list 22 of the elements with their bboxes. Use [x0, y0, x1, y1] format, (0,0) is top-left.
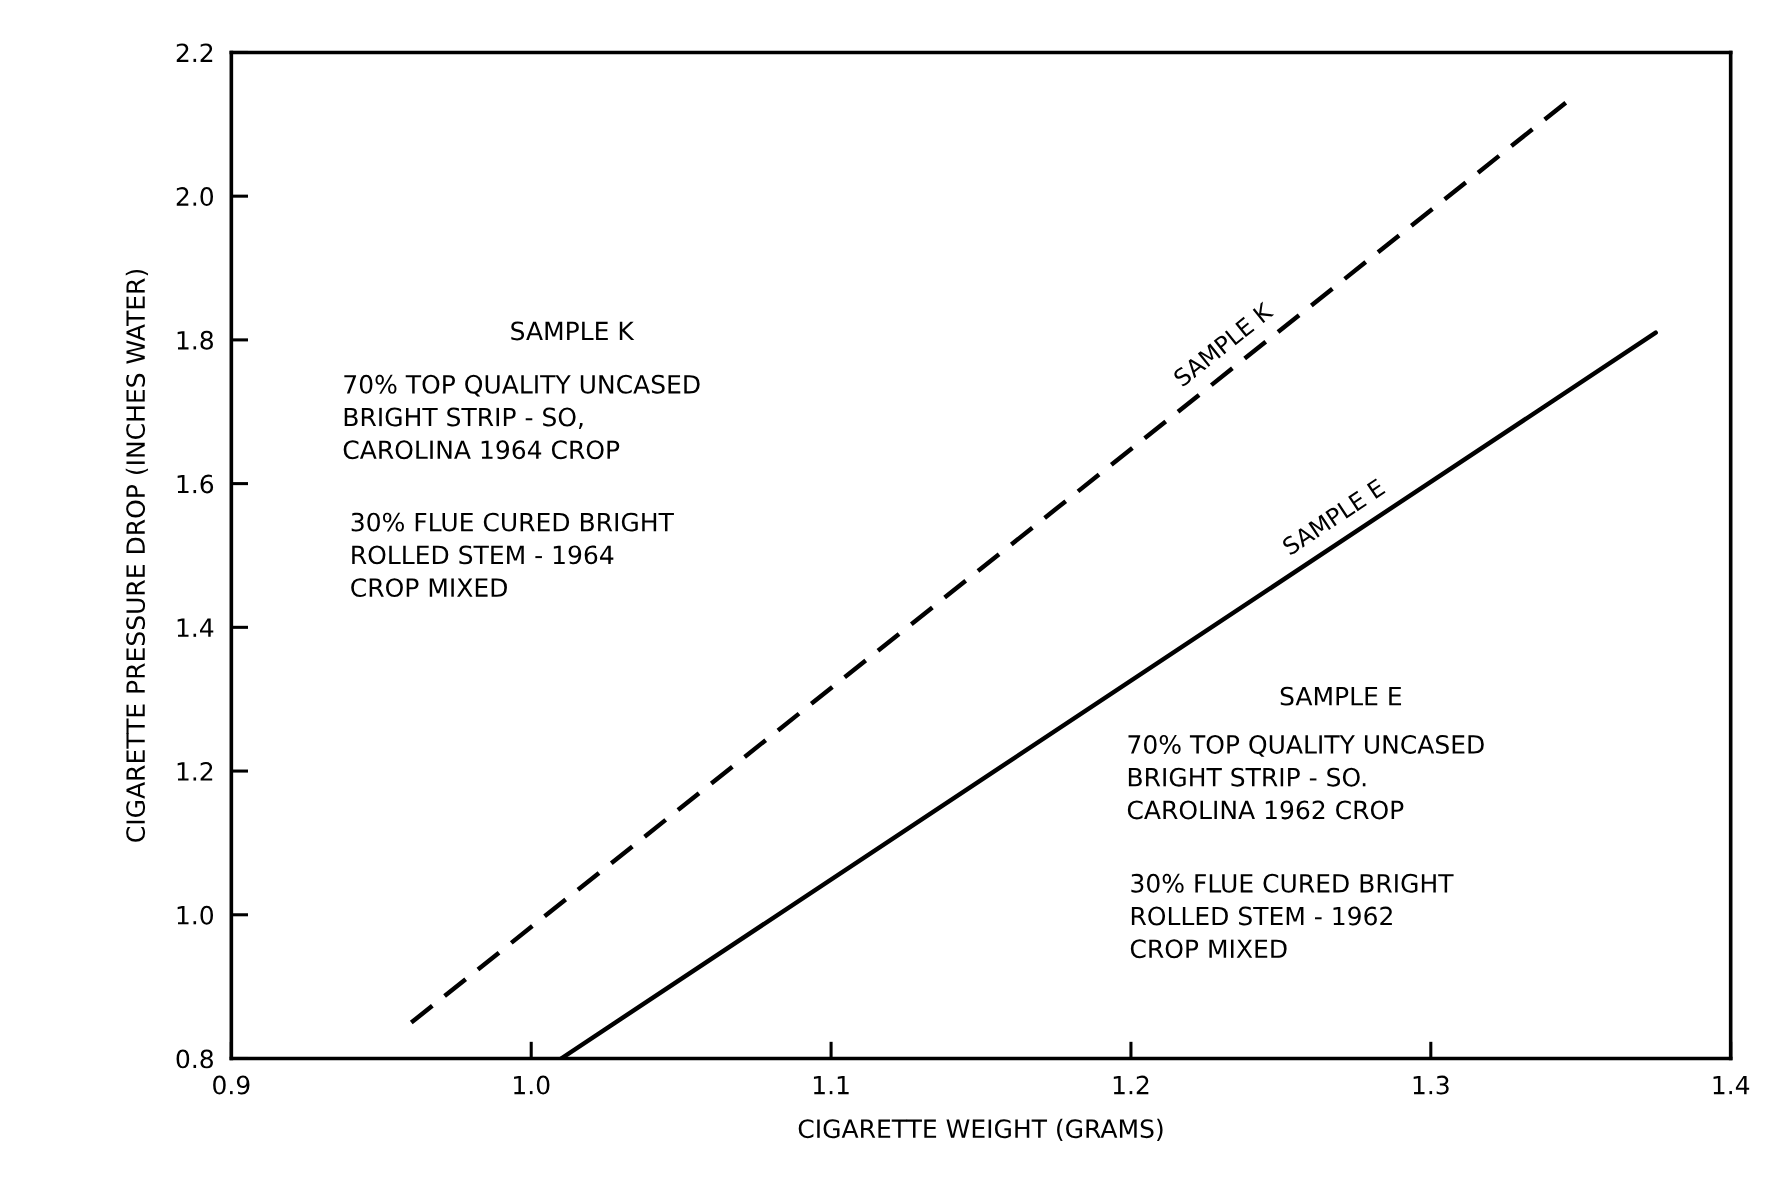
annotation: SAMPLE K	[511, 321, 635, 341]
y-tick-label: 1.2	[177, 762, 213, 781]
annotation: 70% TOP QUALITY UNCASED BRIGHT STRIP - SO, CAROLINA 1964 CROP	[343, 374, 700, 460]
y-tick-label: 2.0	[176, 187, 214, 207]
annotation: 30% FLUE CURED BRIGHT ROLLED STEM - 1962 CROP MIXED	[1130, 873, 1454, 959]
annotation: SAMPLE E	[1280, 686, 1402, 706]
annotation: 70% TOP QUALITY UNCASED BRIGHT STRIP - SO. CAROLINA 1962 CROP	[1127, 734, 1484, 820]
x-tick-label: 1.4	[1713, 1075, 1750, 1095]
x-tick-label: 1.3	[1413, 1075, 1449, 1095]
y-tick-label: 1.4	[177, 618, 214, 637]
y-tick-label: 0.8	[176, 1049, 213, 1069]
annotation: 30% FLUE CURED BRIGHT ROLLED STEM - 1964 CROP MIXED	[351, 512, 674, 598]
x-axis-title: CIGARETTE WEIGHT (GRAMS)	[798, 1118, 1163, 1142]
x-tick-label: 0.9	[213, 1075, 250, 1095]
y-tick-label: 2.2	[176, 43, 213, 62]
x-tick-label: 1.1	[813, 1075, 849, 1095]
y-tick-label: 1.0	[177, 905, 214, 925]
x-tick-label: 1.0	[514, 1075, 550, 1095]
y-axis-title: CIGARETTE PRESSURE DROP (INCHES WATER)	[125, 269, 149, 842]
y-tick-label: 1.8	[177, 330, 213, 350]
x-tick-label: 1.2	[1113, 1075, 1149, 1095]
y-tick-label: 1.6	[177, 474, 214, 494]
